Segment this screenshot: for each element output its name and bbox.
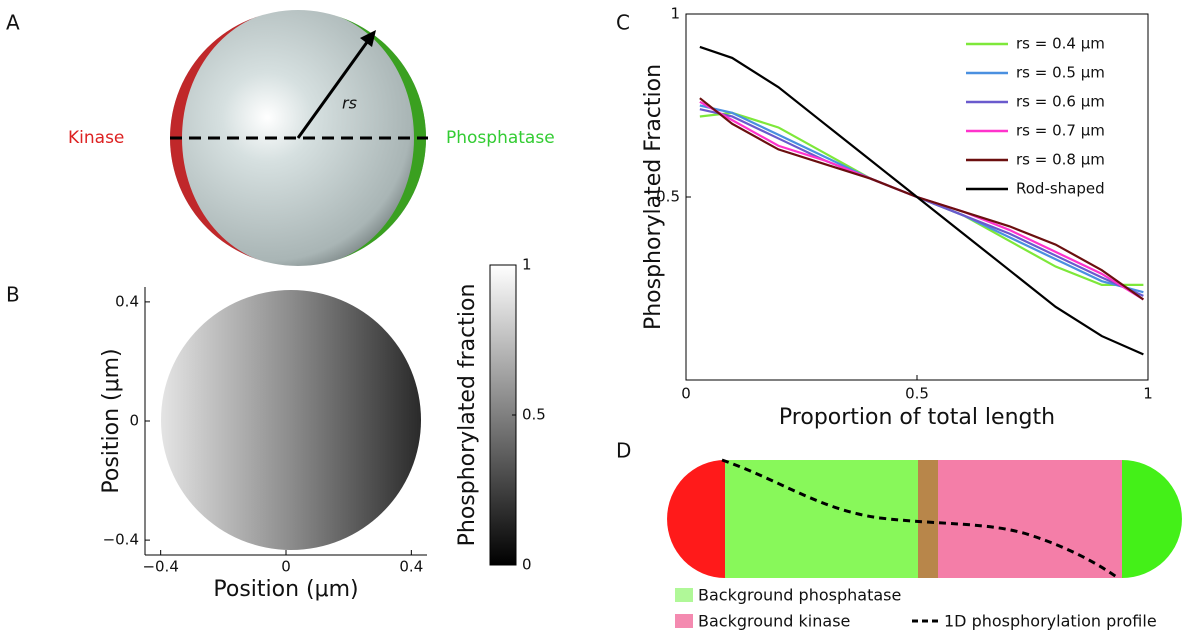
panel-label: A <box>6 11 20 35</box>
x-tick-label: 0.5 <box>905 385 929 403</box>
legend-label: rs = 0.8 μm <box>1016 151 1105 169</box>
legend-swatch <box>675 588 693 602</box>
legend-swatch <box>675 614 693 628</box>
panel-b-axes: −0.4 0 0.4 −0.4 0 0.4 Position (μm) Position (μ… <box>99 256 546 603</box>
y-tick-label: −0.4 <box>103 531 139 549</box>
legend-label: Background kinase <box>698 612 850 631</box>
phosphatase-label: Phosphatase <box>446 128 555 148</box>
x-tick-label: 0 <box>281 558 291 576</box>
y-axis-label: Position (μm) <box>99 348 124 493</box>
colorbar-label: Phosphorylated fraction <box>455 284 480 547</box>
y-axis-label: Phosphorylated Fraction <box>641 64 666 330</box>
panel-label: B <box>6 283 20 307</box>
legend-label: Background phosphatase <box>698 586 901 605</box>
legend-label: rs = 0.5 μm <box>1016 64 1105 82</box>
x-axis-label: Proportion of total length <box>779 405 1055 430</box>
legend-label: rs = 0.4 μm <box>1016 35 1105 53</box>
x-tick-label: 0 <box>681 385 691 403</box>
x-tick-label: 0.4 <box>399 558 423 576</box>
series-line <box>699 45 1144 356</box>
legend-label: Rod-shaped <box>1016 180 1105 198</box>
legend-label: rs = 0.7 μm <box>1016 122 1105 140</box>
panel-c: 0 0.5 1 0.5 1 Proportion of total length Phosp… <box>641 5 1153 431</box>
colorbar-tick-label: 0.5 <box>522 406 546 424</box>
y-tick-label: 0 <box>129 412 139 430</box>
legend-label: 1D phosphorylation profile <box>944 612 1157 631</box>
colorbar-tick-label: 1 <box>522 256 532 274</box>
panel-label: C <box>616 11 630 35</box>
radius-label: rs <box>342 94 357 113</box>
colorbar-tick-label: 0 <box>522 556 532 574</box>
y-tick-label: 0.4 <box>115 292 139 310</box>
sphere <box>170 10 428 266</box>
x-axis-label: Position (μm) <box>213 577 358 602</box>
legend-label: rs = 0.6 μm <box>1016 93 1105 111</box>
y-tick-label: 1 <box>670 5 680 23</box>
x-tick-label: −0.4 <box>142 558 178 576</box>
x-tick-label: 1 <box>1143 385 1153 403</box>
kinase-label: Kinase <box>68 128 124 148</box>
colorbar <box>489 264 517 566</box>
phosphorylation-disc <box>161 290 421 550</box>
panel-label: D <box>616 439 631 463</box>
rod-schematic <box>667 458 1182 580</box>
y-tick-label: 0.5 <box>656 188 680 206</box>
